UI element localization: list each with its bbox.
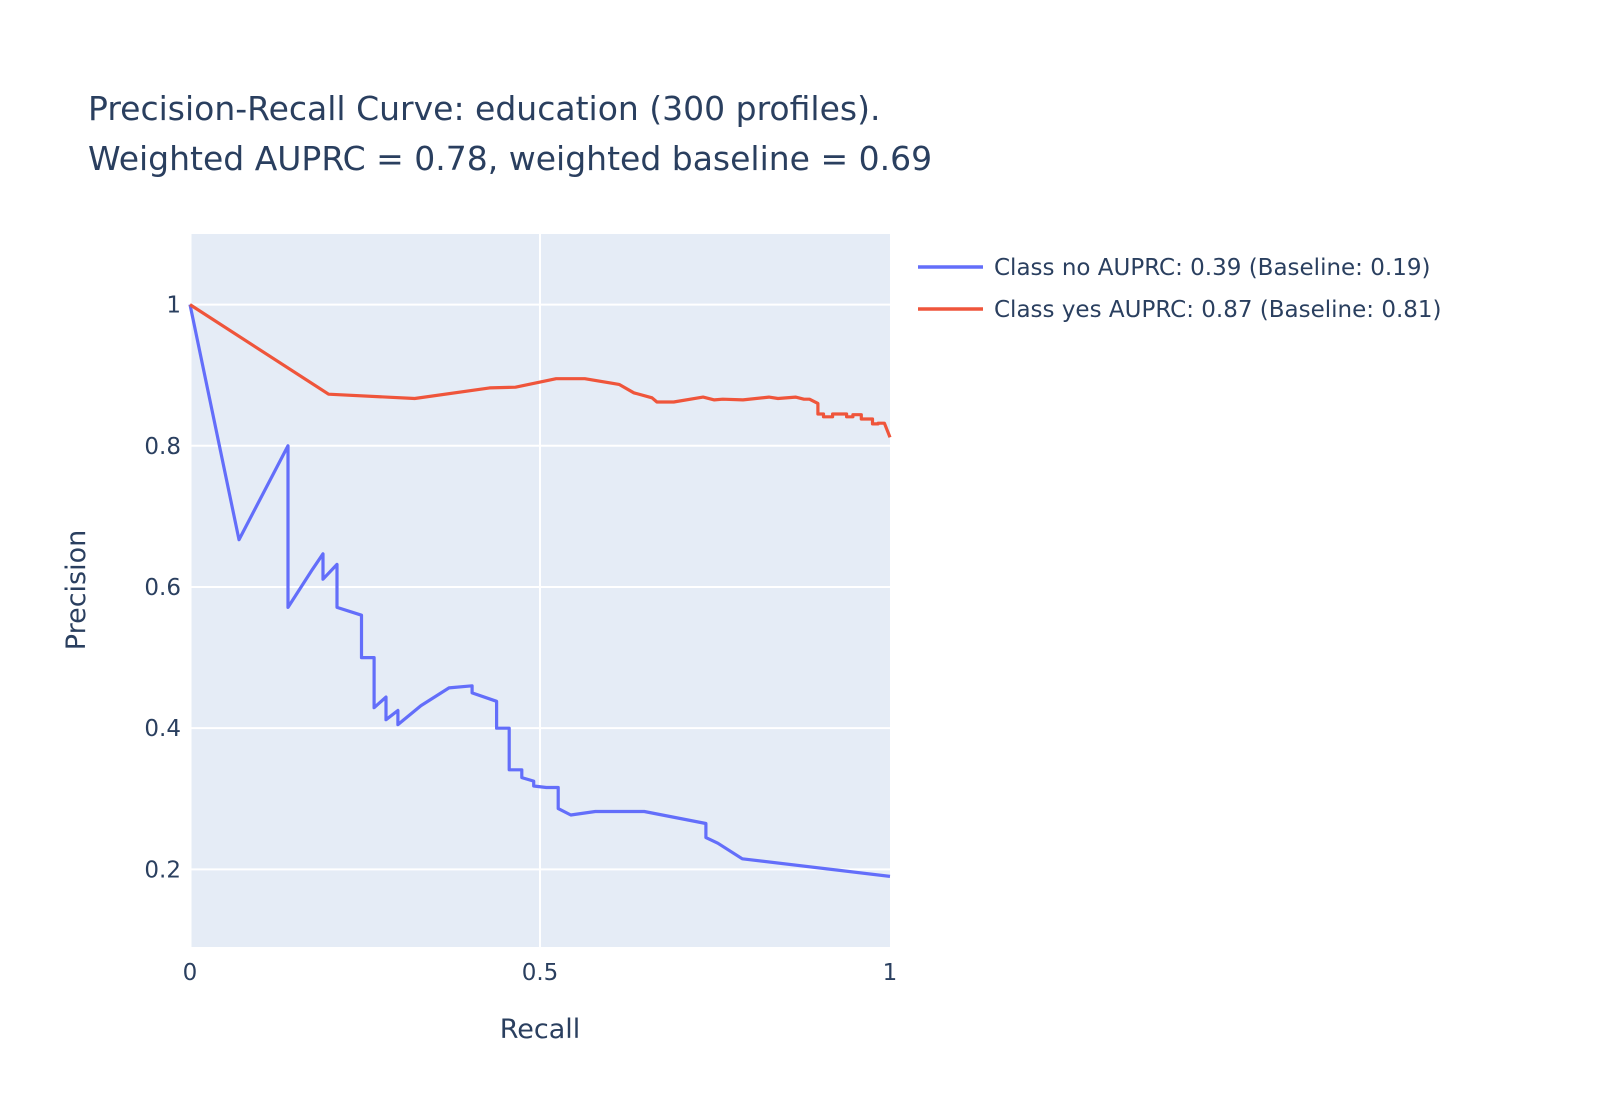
grid-lines [188, 234, 890, 947]
y-tick-label: 0.6 [144, 575, 181, 601]
x-tick-label: 0 [183, 960, 198, 986]
legend-label: Class no AUPRC: 0.39 (Baseline: 0.19) [994, 255, 1430, 281]
chart-title: Precision-Recall Curve: education (300 p… [88, 89, 880, 128]
y-tick-labels: 0.2 0.4 0.6 0.8 1 [144, 293, 181, 884]
chart-subtitle: Weighted AUPRC = 0.78, weighted baseline… [88, 139, 932, 178]
x-axis-label: Recall [500, 1014, 581, 1045]
x-tick-label: 1 [883, 960, 898, 986]
y-tick-label: 0.2 [144, 857, 181, 883]
series-line-1 [189, 303, 892, 438]
y-tick-label: 1 [166, 293, 181, 319]
series-lines [188, 303, 892, 878]
y-tick-label: 0.8 [144, 434, 181, 460]
series-line-0 [188, 304, 891, 878]
legend[interactable]: Class no AUPRC: 0.39 (Baseline: 0.19) Cla… [918, 255, 1442, 323]
legend-label: Class yes AUPRC: 0.87 (Baseline: 0.81) [994, 297, 1442, 323]
x-tick-labels: 0 0.5 1 [183, 960, 898, 986]
y-tick-label: 0.4 [144, 716, 181, 742]
legend-item-1[interactable]: Class yes AUPRC: 0.87 (Baseline: 0.81) [918, 297, 1442, 323]
y-axis-label: Precision [61, 530, 92, 650]
legend-item-0[interactable]: Class no AUPRC: 0.39 (Baseline: 0.19) [918, 255, 1430, 281]
x-tick-label: 0.5 [522, 960, 559, 986]
